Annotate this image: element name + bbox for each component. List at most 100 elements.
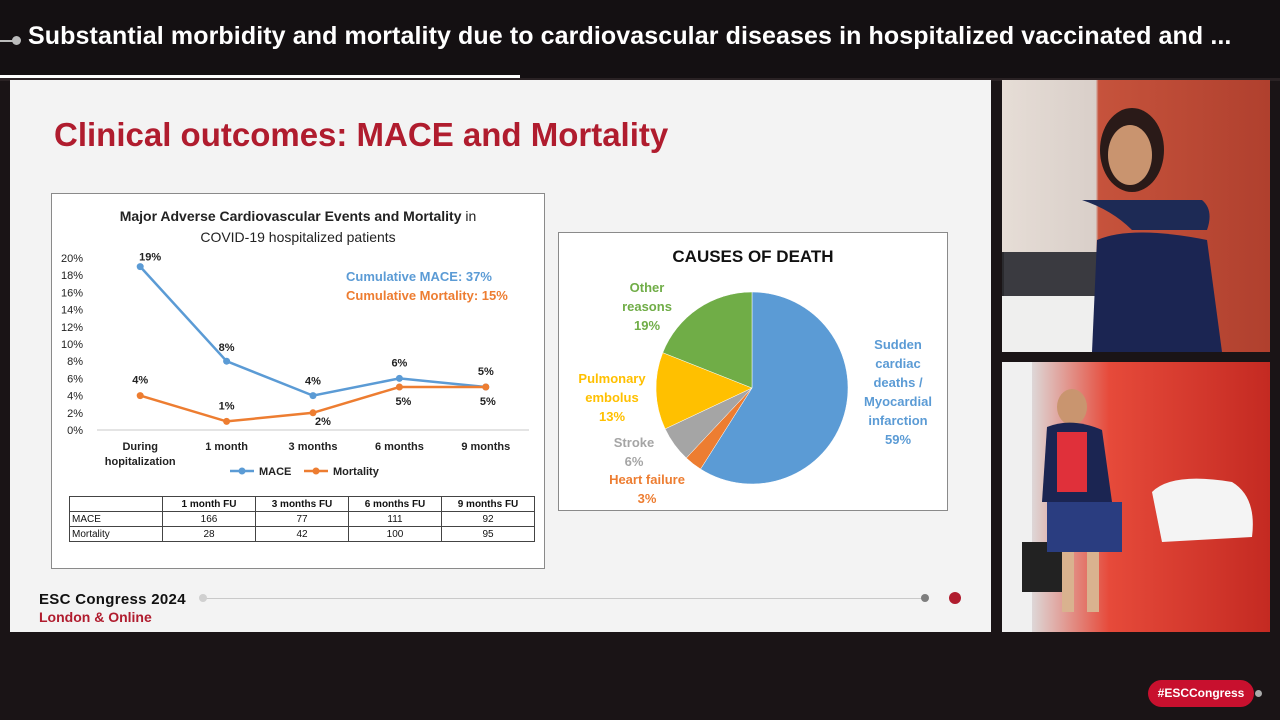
data-label: 1%	[219, 400, 235, 412]
y-tick-label: 8%	[67, 356, 83, 368]
pie-label-sudden: Sudden cardiac deaths / Myocardial infar…	[853, 335, 943, 449]
table-header-row: 1 month FU 3 months FU 6 months FU 9 mon…	[69, 496, 535, 512]
cumulative-mortality-label: Cumulative Mortality: 15%	[346, 288, 508, 303]
x-tick-label: hopitalization	[105, 456, 176, 468]
x-tick-label: 1 month	[205, 441, 248, 453]
y-tick-label: 14%	[61, 305, 83, 317]
y-tick-label: 4%	[67, 391, 83, 403]
pie-label-line: Heart failure	[609, 472, 685, 487]
line-chart-svg: 0% 2% 4% 6% 8% 10% 12% 14% 16% 18% 20% During hopita…	[61, 252, 529, 478]
pie-label-line: Sudden	[874, 337, 922, 352]
data-point	[136, 263, 144, 271]
video-title: Substantial morbidity and mortality due …	[28, 22, 1232, 50]
data-point	[309, 409, 317, 417]
table-header-cell: 9 months FU	[441, 496, 535, 512]
y-tick-label: 20%	[61, 253, 83, 265]
y-tick-label: 12%	[61, 322, 83, 334]
panel-image	[1002, 362, 1253, 632]
hashtag-dot-icon	[1255, 690, 1262, 697]
data-label: 5%	[478, 366, 494, 378]
y-tick-label: 10%	[61, 339, 83, 351]
x-tick-label: During	[122, 441, 157, 453]
pie-label-line: embolus	[585, 390, 639, 405]
legend-marker	[312, 467, 320, 475]
panel-camera-feed	[1002, 362, 1270, 632]
data-point	[395, 383, 403, 391]
data-label: 4%	[305, 376, 321, 388]
cumulative-mace-label: Cumulative MACE: 37%	[346, 269, 492, 284]
data-label: 6%	[391, 357, 407, 369]
data-point	[482, 383, 490, 391]
pie-slice	[662, 291, 753, 389]
table-header-cell: 3 months FU	[255, 496, 349, 512]
legend-marker	[238, 467, 246, 475]
table-row: Mortality 28 42 100 95	[69, 526, 535, 542]
table-cell: 166	[162, 511, 256, 527]
x-tick-label: 9 months	[461, 441, 510, 453]
y-tick-label: 16%	[61, 287, 83, 299]
table-cell: 111	[348, 511, 442, 527]
causes-of-death-chart: CAUSES OF DEATH Sudden cardiac deaths / …	[558, 232, 948, 511]
pie-label-other: Other reasons 19%	[607, 278, 687, 335]
table-cell: 77	[255, 511, 349, 527]
pie-label-line: Myocardial	[864, 394, 932, 409]
data-label: 5%	[395, 396, 411, 408]
pie-label-line: Other	[629, 280, 665, 295]
pie-label-line: reasons	[622, 299, 672, 314]
table-cell: MACE	[69, 511, 163, 527]
slide-title: Clinical outcomes: MACE and Mortality	[54, 116, 669, 153]
pie-label-line: Stroke	[613, 435, 655, 450]
pie-label-pulmonary: Pulmonary embolus 13%	[567, 369, 657, 426]
data-label: 8%	[219, 342, 235, 354]
table-cell: Mortality	[69, 526, 163, 542]
menu-dash-icon	[0, 40, 14, 42]
data-label: 4%	[132, 375, 148, 387]
pie-chart-svg	[655, 291, 849, 485]
pie-title: CAUSES OF DEATH	[672, 247, 834, 266]
data-label: 5%	[480, 396, 496, 408]
timeline-dot-red	[949, 592, 961, 604]
playback-progress-bar[interactable]	[0, 75, 520, 78]
table-cell: 92	[441, 511, 535, 527]
pie-slice	[655, 352, 753, 430]
hashtag-badge: #ESCCongress	[1148, 680, 1254, 707]
data-label: 2%	[315, 416, 331, 428]
data-label: 19%	[139, 252, 161, 264]
pie-label-line: cardiac	[875, 356, 921, 371]
chart-title-line2: COVID-19 hospitalized patients	[200, 229, 396, 245]
data-point	[223, 357, 231, 365]
y-tick-label: 0%	[67, 425, 83, 437]
legend-label: Mortality	[333, 466, 380, 478]
table-cell: 95	[441, 526, 535, 542]
mace-mortality-chart: Major Adverse Cardiovascular Events and …	[51, 193, 545, 569]
pie-label-line: 3%	[637, 491, 657, 506]
pie-label-line: deaths /	[873, 375, 923, 390]
table-cell: 100	[348, 526, 442, 542]
follow-up-table: 1 month FU 3 months FU 6 months FU 9 mon…	[69, 496, 535, 542]
table-header-cell: 1 month FU	[162, 496, 256, 512]
esc-congress-logo: ESC Congress 2024 London & Online	[39, 591, 186, 625]
y-tick-label: 2%	[67, 408, 83, 420]
slide-timeline-line	[202, 598, 924, 599]
bullet-dot-icon	[12, 36, 21, 45]
y-tick-label: 6%	[67, 373, 83, 385]
video-title-bar: Substantial morbidity and mortality due …	[0, 0, 1280, 81]
pie-label-line: 6%	[624, 454, 644, 469]
speaker-image	[1002, 108, 1222, 352]
data-point	[136, 392, 144, 400]
pie-slice	[700, 291, 849, 485]
table-cell: 28	[162, 526, 256, 542]
pie-label-line: Pulmonary	[578, 371, 646, 386]
data-point	[309, 392, 317, 400]
congress-name: ESC Congress 2024	[39, 591, 186, 608]
pie-label-line: 13%	[598, 409, 626, 424]
table-row: MACE 166 77 111 92	[69, 511, 535, 527]
pie-label-heart-failure: Heart failure 3%	[597, 470, 697, 508]
x-tick-label: 3 months	[289, 441, 338, 453]
congress-location: London & Online	[39, 609, 152, 625]
pie-label-line: infarction	[868, 413, 928, 428]
pie-label-line: 19%	[633, 318, 661, 333]
chart-title: Major Adverse Cardiovascular Events and …	[52, 206, 544, 248]
presentation-slide: Clinical outcomes: MACE and Mortality Ma…	[10, 80, 991, 632]
timeline-dot-start	[199, 594, 207, 602]
